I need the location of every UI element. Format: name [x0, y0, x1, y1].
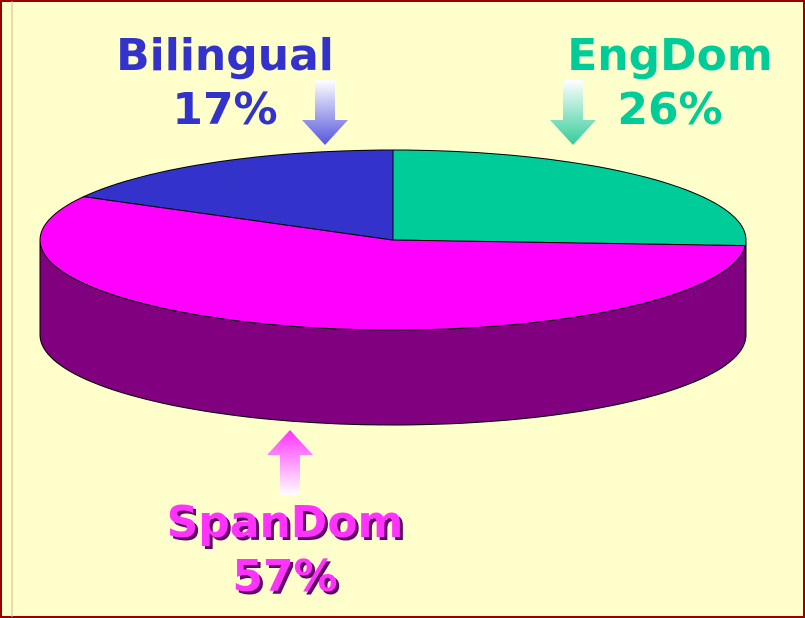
- slice: [81, 149, 394, 241]
- slice: [392, 149, 747, 247]
- category-label: Bilingual: [116, 30, 334, 81]
- category-label: SpanDom: [167, 497, 404, 548]
- value-label: 26%: [617, 84, 722, 135]
- value-label: 57%: [232, 551, 337, 602]
- arrow: [302, 80, 348, 145]
- labels: EngDom26%SpanDomSpanDom57%57%Bilingual17…: [116, 30, 773, 605]
- category-label-shadow: SpanDom: [170, 500, 407, 551]
- arrow: [267, 430, 313, 495]
- value-label-shadow: 57%: [235, 554, 340, 605]
- pie: [39, 149, 747, 426]
- arrow: [550, 80, 596, 145]
- slice: [39, 196, 746, 331]
- value-label: 17%: [172, 84, 277, 135]
- category-label: EngDom: [567, 30, 772, 81]
